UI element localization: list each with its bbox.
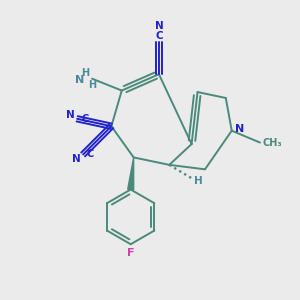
Text: C: C bbox=[82, 114, 89, 124]
Text: C: C bbox=[155, 31, 163, 41]
Text: N: N bbox=[66, 110, 75, 120]
Text: N: N bbox=[235, 124, 244, 134]
Text: H: H bbox=[88, 80, 96, 90]
Text: C: C bbox=[87, 149, 94, 159]
Text: F: F bbox=[127, 248, 134, 257]
Text: N: N bbox=[75, 75, 84, 85]
Text: H: H bbox=[194, 176, 203, 186]
Text: N: N bbox=[72, 154, 81, 164]
Text: CH₃: CH₃ bbox=[262, 138, 282, 148]
Text: N: N bbox=[154, 21, 163, 31]
Polygon shape bbox=[128, 158, 134, 190]
Text: H: H bbox=[81, 68, 90, 78]
